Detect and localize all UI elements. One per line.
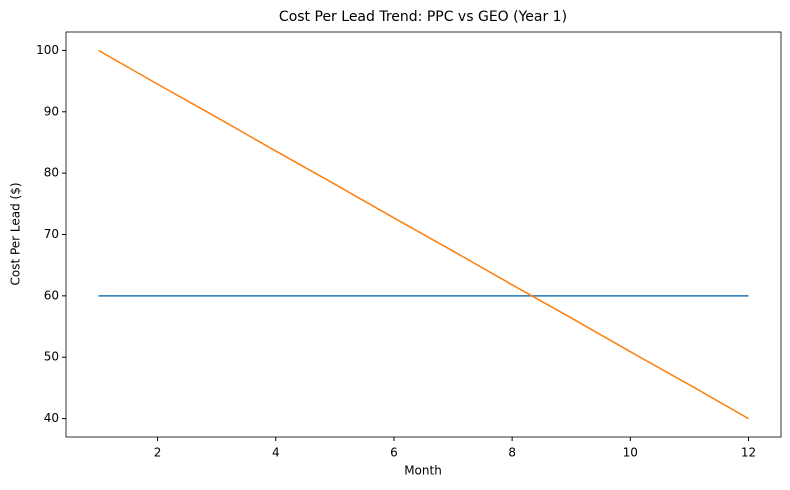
x-axis-label: Month	[404, 464, 442, 478]
x-tick-label: 4	[272, 446, 280, 460]
x-tick-label: 2	[154, 446, 162, 460]
y-tick-label: 100	[36, 43, 59, 57]
chart-title: Cost Per Lead Trend: PPC vs GEO (Year 1)	[279, 9, 567, 25]
x-tick-label: 8	[508, 446, 516, 460]
y-axis-label: Cost Per Lead ($)	[9, 182, 23, 285]
y-tick-label: 90	[44, 104, 59, 118]
x-tick-label: 12	[741, 446, 756, 460]
x-tick-label: 10	[623, 446, 638, 460]
y-tick-label: 80	[44, 166, 59, 180]
series-line	[98, 49, 749, 420]
plot-frame	[65, 31, 782, 438]
y-tick-label: 70	[44, 227, 59, 241]
y-tick-label: 60	[44, 288, 59, 302]
y-tick-label: 40	[44, 411, 59, 425]
y-tick-label: 50	[44, 350, 59, 364]
x-tick-label: 6	[390, 446, 398, 460]
